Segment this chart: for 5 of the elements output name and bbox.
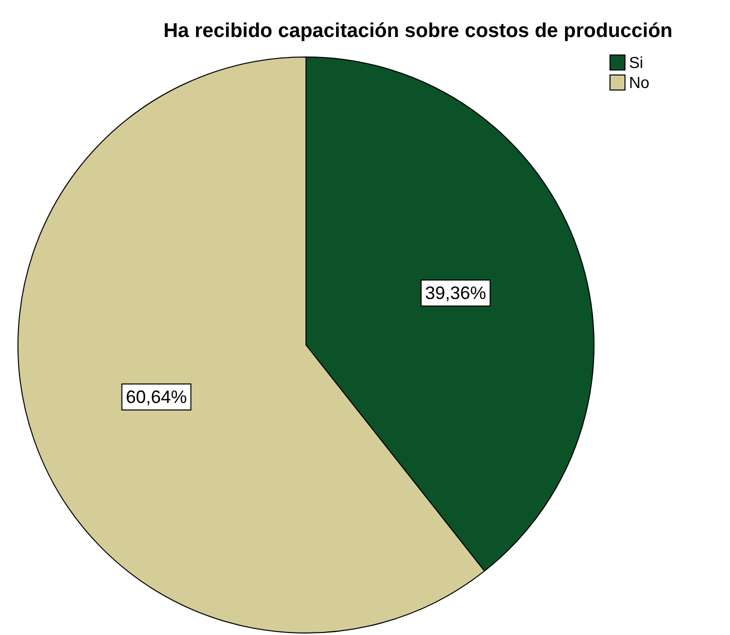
- legend-label: No: [629, 75, 650, 92]
- legend-label: Si: [629, 55, 644, 72]
- data-label: 60,64%: [126, 386, 187, 407]
- data-label: 39,36%: [425, 283, 486, 304]
- chart-title: Ha recibido capacitación sobre costos de producción: [163, 20, 673, 42]
